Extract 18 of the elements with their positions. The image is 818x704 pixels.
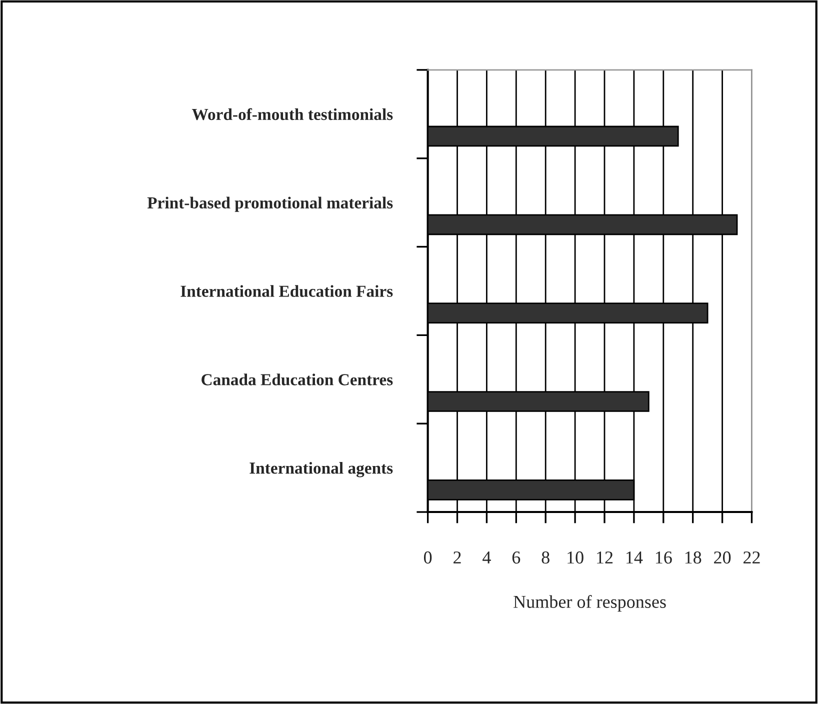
- x-tick-label: 0: [424, 551, 432, 564]
- x-tick-label: 4: [482, 552, 491, 564]
- x-tick-label: 14: [626, 552, 643, 564]
- x-tick-label: 8: [542, 551, 550, 564]
- y-tick-label: Word-of-mouth testimonials: [192, 108, 393, 120]
- x-axis-title: Number of responses: [514, 595, 666, 612]
- y-tick-label: Print-based promotional materials: [147, 196, 393, 212]
- x-tick-label: 22: [744, 551, 760, 564]
- x-tick-label: 10: [568, 551, 584, 564]
- x-tick-label: 16: [656, 551, 672, 564]
- y-tick-label: International agents: [250, 462, 393, 478]
- x-tick-label: 12: [597, 551, 613, 564]
- x-tick-label: 2: [454, 551, 461, 564]
- x-tick-label: 18: [685, 551, 702, 564]
- x-tick-label: 20: [714, 551, 731, 564]
- x-tick-label: 6: [512, 551, 520, 564]
- y-tick-label: International Education Fairs: [180, 285, 393, 297]
- y-tick-label: Canada Education Centres: [202, 374, 393, 386]
